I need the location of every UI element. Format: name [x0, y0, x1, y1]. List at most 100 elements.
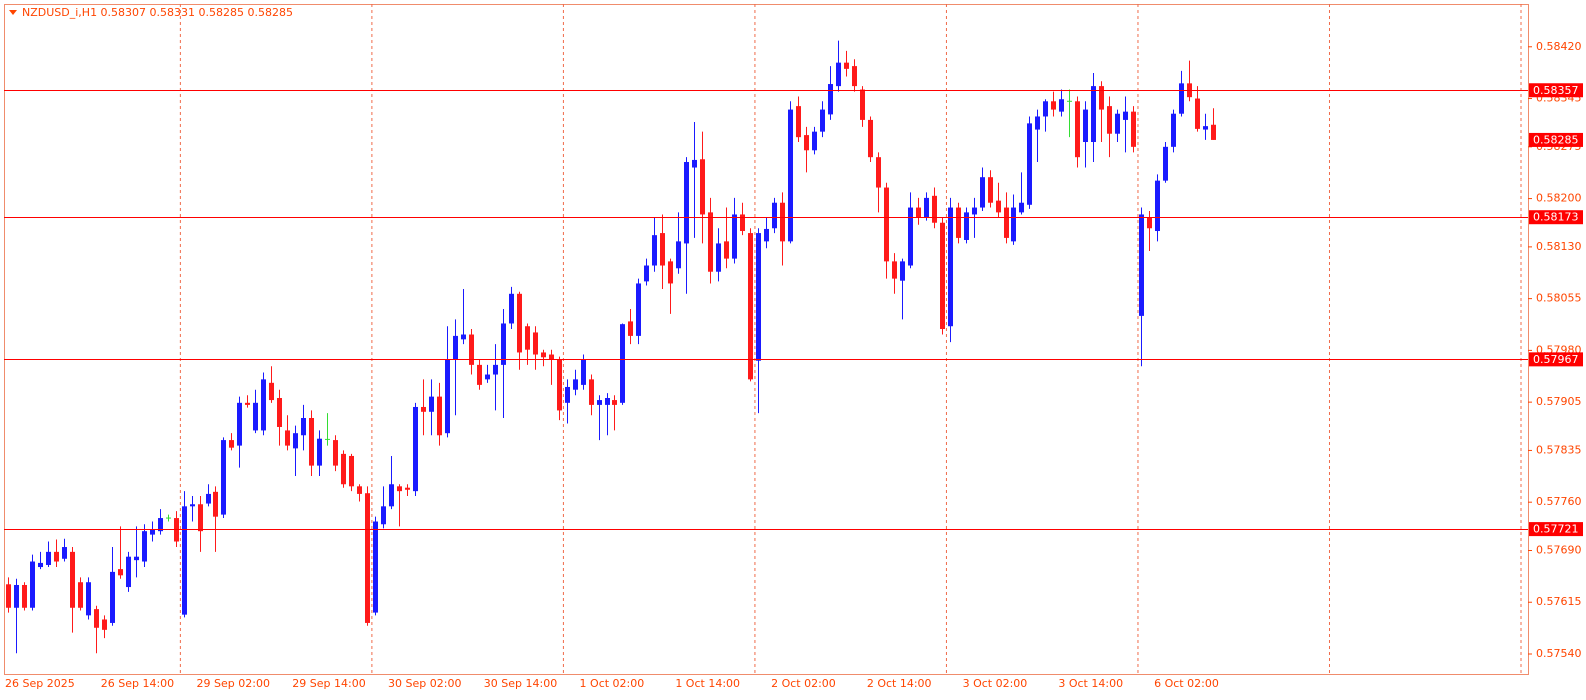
candle-body — [54, 551, 59, 562]
candle-body — [597, 400, 602, 405]
x-tick-label: 26 Sep 2025 — [5, 677, 75, 690]
candle-body — [628, 321, 633, 336]
candle-body — [301, 418, 306, 436]
candle-body — [573, 379, 578, 390]
candle-body — [589, 379, 594, 405]
candle-body — [1211, 124, 1216, 140]
candle-body — [413, 406, 418, 492]
candle-body — [620, 324, 625, 403]
x-tick-label: 1 Oct 14:00 — [675, 677, 740, 690]
x-grid — [179, 4, 1522, 674]
candle-body — [636, 283, 641, 336]
candle-body — [932, 195, 937, 223]
candle-body — [70, 551, 75, 608]
candle-body — [828, 84, 833, 115]
candle-body — [1115, 113, 1120, 134]
level-box — [1529, 352, 1583, 367]
candle-body — [756, 233, 761, 361]
candle-body — [38, 562, 43, 568]
candle-body — [493, 364, 498, 375]
candle-body — [732, 214, 737, 259]
candle-body — [373, 521, 378, 613]
candle-body — [150, 529, 155, 535]
candle-body — [525, 326, 530, 350]
x-tick-label: 1 Oct 02:00 — [580, 677, 645, 690]
candle-body — [517, 293, 522, 353]
candle-body — [700, 159, 705, 215]
candle-body — [261, 379, 266, 431]
candle-body — [1203, 126, 1208, 130]
y-tick-label: 0.57905 — [1536, 395, 1582, 408]
y-tick-label: 0.57540 — [1536, 647, 1582, 660]
candle-body — [740, 214, 745, 232]
candle-body — [708, 212, 713, 272]
level-label: 0.57721 — [1533, 523, 1579, 536]
candle-body — [317, 438, 322, 466]
candle-body — [429, 396, 434, 412]
candle-body — [229, 440, 234, 448]
candle-body — [1043, 101, 1048, 117]
x-tick-label: 3 Oct 14:00 — [1058, 677, 1123, 690]
candle-body — [692, 159, 697, 168]
candle-body — [964, 212, 969, 240]
candle-body — [285, 430, 290, 446]
candle-body — [22, 584, 27, 608]
candle-body — [134, 556, 139, 561]
candle-body — [62, 547, 67, 559]
candle-body — [780, 202, 785, 242]
candle-body — [1019, 202, 1024, 213]
candle-body — [1147, 217, 1152, 229]
candle-body — [1123, 111, 1128, 120]
candle-body — [365, 493, 370, 623]
candle-body — [190, 504, 195, 507]
y-tick-label: 0.57760 — [1536, 495, 1582, 508]
candle-body — [245, 402, 250, 405]
candle-body — [1179, 83, 1184, 114]
candle-body — [30, 561, 35, 608]
candle-body — [1163, 146, 1168, 181]
candle-body — [357, 486, 362, 494]
candle-body — [333, 440, 338, 466]
candle-body — [182, 506, 187, 615]
candle-body — [110, 571, 115, 623]
candle-body — [86, 582, 91, 616]
candle-body — [652, 235, 657, 266]
title-marker — [9, 10, 17, 15]
candle-body — [1004, 207, 1009, 238]
candle-body — [660, 233, 665, 266]
x-tick-label: 3 Oct 02:00 — [963, 677, 1028, 690]
x-tick-label: 29 Sep 02:00 — [197, 677, 270, 690]
candle-body — [253, 402, 258, 431]
level-label: 0.57967 — [1533, 353, 1579, 366]
candle-body — [684, 162, 689, 244]
candle-body — [293, 433, 298, 449]
level-box — [1529, 210, 1583, 225]
candle-body — [6, 584, 11, 608]
candle-body — [1083, 109, 1088, 143]
current-price-box — [1529, 132, 1583, 147]
candle-body — [1099, 86, 1104, 110]
candle-body — [445, 359, 450, 434]
candle-body — [844, 62, 849, 69]
candle-body — [102, 619, 107, 630]
candle-body — [349, 455, 354, 487]
candle-body — [477, 364, 482, 385]
candle-body — [972, 207, 977, 215]
candle-body — [772, 202, 777, 229]
candle-body — [1131, 111, 1136, 147]
candle-body — [956, 207, 961, 238]
candle-body — [908, 207, 913, 266]
candle-body — [876, 157, 881, 188]
candle-body — [1107, 106, 1112, 134]
candle-body — [501, 323, 506, 365]
candle-body — [836, 62, 841, 87]
candle-body — [509, 293, 514, 324]
candle-body — [868, 119, 873, 158]
candle-body — [1139, 214, 1144, 316]
x-tick-label: 2 Oct 14:00 — [867, 677, 932, 690]
plot-frame — [4, 4, 1529, 675]
candle-body — [924, 197, 929, 218]
x-tick-label: 6 Oct 02:00 — [1154, 677, 1219, 690]
candle-body — [453, 335, 458, 360]
